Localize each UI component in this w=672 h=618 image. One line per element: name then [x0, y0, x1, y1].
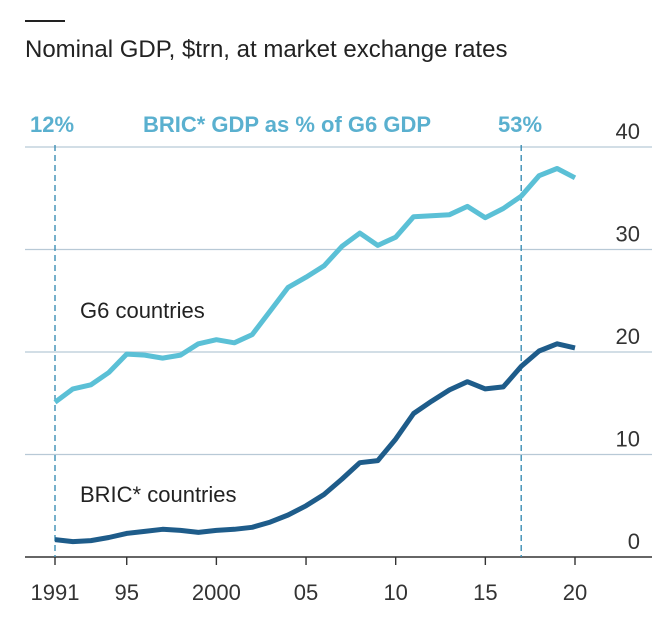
- bric-series-line: [54, 341, 576, 545]
- bric-series-label: BRIC* countries: [80, 482, 237, 507]
- annotation-lines: [54, 145, 522, 557]
- x-tick-label: 95: [114, 580, 138, 605]
- annotation-header: BRIC* GDP as % of G6 GDP: [143, 112, 431, 137]
- chart-subtitle: Nominal GDP, $trn, at market exchange ra…: [25, 36, 508, 63]
- series-lines: [53, 166, 577, 545]
- annotation-right-value: 53%: [498, 112, 542, 137]
- y-tick-label: 0: [628, 529, 640, 554]
- y-tick-label: 10: [616, 427, 640, 452]
- annotation-left-value: 12%: [30, 112, 74, 137]
- header-rule: [25, 20, 65, 22]
- chart-labels: 12% BRIC* GDP as % of G6 GDP 53% G6 countri…: [30, 112, 542, 507]
- x-tick-label: 1991: [31, 580, 80, 605]
- axis-ticks: 0 10 20 30 40 1991 95 2000 05 10 15 20: [31, 119, 640, 605]
- y-tick-label: 20: [616, 324, 640, 349]
- x-tick-label: 05: [294, 580, 318, 605]
- g6-series-label: G6 countries: [80, 298, 205, 323]
- x-tick-label: 15: [473, 580, 497, 605]
- x-tick-label: 2000: [192, 580, 241, 605]
- y-tick-label: 40: [616, 119, 640, 144]
- g6-series-line: [53, 166, 577, 405]
- x-tick-label: 10: [383, 580, 407, 605]
- x-tick-label: 20: [563, 580, 587, 605]
- y-tick-label: 30: [616, 222, 640, 247]
